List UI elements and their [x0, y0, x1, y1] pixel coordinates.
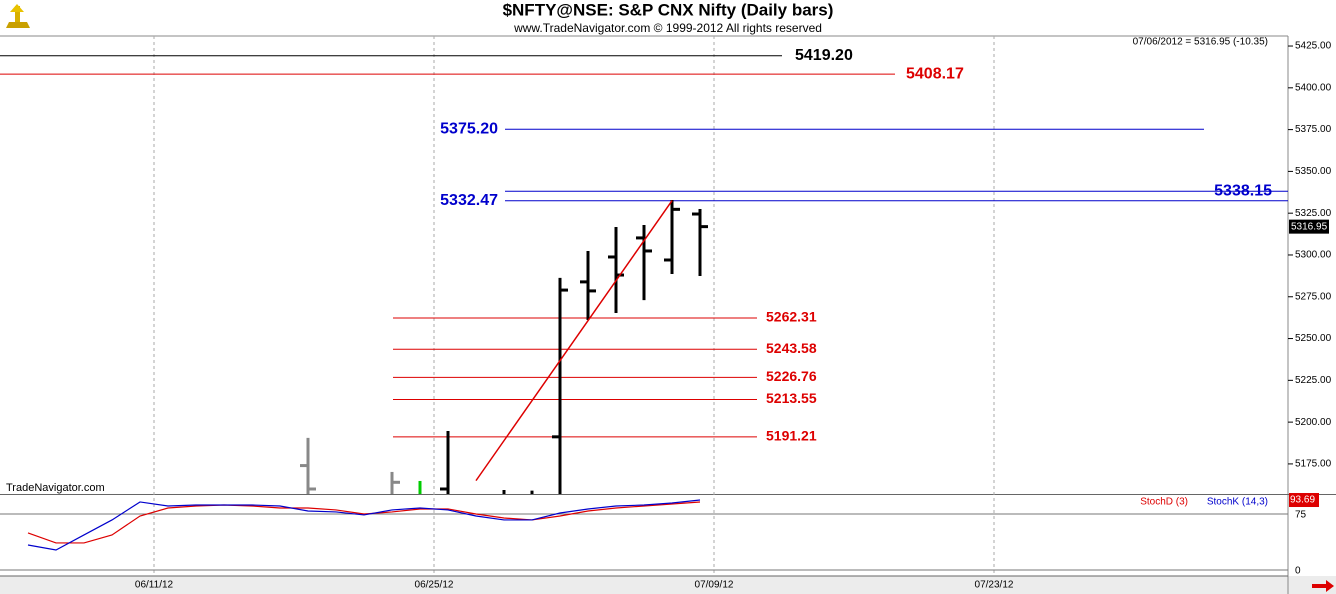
scroll-arrow[interactable] — [1312, 580, 1334, 592]
y-tick-label: 5250.00 — [1295, 333, 1332, 344]
watermark: TradeNavigator.com — [6, 482, 105, 494]
labels: 06/11/12 06/25/12 07/09/12 07/23/12 5175.00 5… — [135, 41, 1332, 591]
x-axis-band — [0, 576, 1336, 594]
stoch-panel — [0, 499, 1288, 571]
legend-entry: StochK (14,3) — [1207, 497, 1268, 508]
last-value-label: 93.69 — [1290, 495, 1315, 506]
level-label: 5262.31 — [766, 309, 817, 325]
y-tick-label: 5425.00 — [1295, 41, 1332, 52]
y-tick-label: 5200.00 — [1295, 417, 1332, 428]
x-tick-label: 06/25/12 — [415, 580, 454, 591]
stoch-line — [27, 499, 701, 551]
trendline — [475, 200, 673, 482]
price-panel — [0, 55, 1288, 494]
last-price-tag — [1289, 219, 1329, 234]
last-value-tag — [1289, 493, 1319, 508]
x-tick-label: 06/11/12 — [135, 580, 174, 591]
level-label: 5243.58 — [766, 340, 817, 356]
last-price-label: 5316.95 — [1291, 221, 1328, 232]
y-tick-label: 75 — [1295, 510, 1307, 521]
x-tick-label: 07/09/12 — [695, 580, 734, 591]
level-label: 5408.17 — [906, 65, 964, 82]
y-tick-label: 5350.00 — [1295, 166, 1332, 177]
annotation: 07/06/2012 = 5316.95 (-10.35) — [1133, 37, 1268, 48]
level-label: 5338.15 — [1214, 182, 1272, 199]
logo-icon — [6, 4, 30, 28]
chart-title: $NFTY@NSE: S&P CNX Nifty (Daily bars) — [503, 0, 834, 19]
level-label: 5332.47 — [440, 192, 498, 209]
chart-subtitle: www.TradeNavigator.com © 1999-2012 All r… — [513, 21, 822, 35]
y-tick-label: 5275.00 — [1295, 291, 1332, 302]
y-tick-label: 5175.00 — [1295, 459, 1332, 470]
level-label: 5191.21 — [766, 428, 817, 444]
level-label: 5213.55 — [766, 390, 817, 406]
y-tick-label: 5300.00 — [1295, 250, 1332, 261]
y-tick-label: 5375.00 — [1295, 124, 1332, 135]
level-label: 5226.76 — [766, 368, 817, 384]
y-tick-label: 5400.00 — [1295, 82, 1332, 93]
y-tick-label: 0 — [1295, 566, 1301, 577]
level-label: 5419.20 — [795, 47, 853, 64]
x-tick-label: 07/23/12 — [975, 580, 1014, 591]
y-tick-label: 5225.00 — [1295, 375, 1332, 386]
grid — [153, 36, 995, 576]
stoch-line — [27, 501, 701, 544]
legend-entry: StochD (3) — [1140, 497, 1188, 508]
level-label: 5375.20 — [440, 120, 498, 137]
y-tick-label: 5325.00 — [1295, 208, 1332, 219]
